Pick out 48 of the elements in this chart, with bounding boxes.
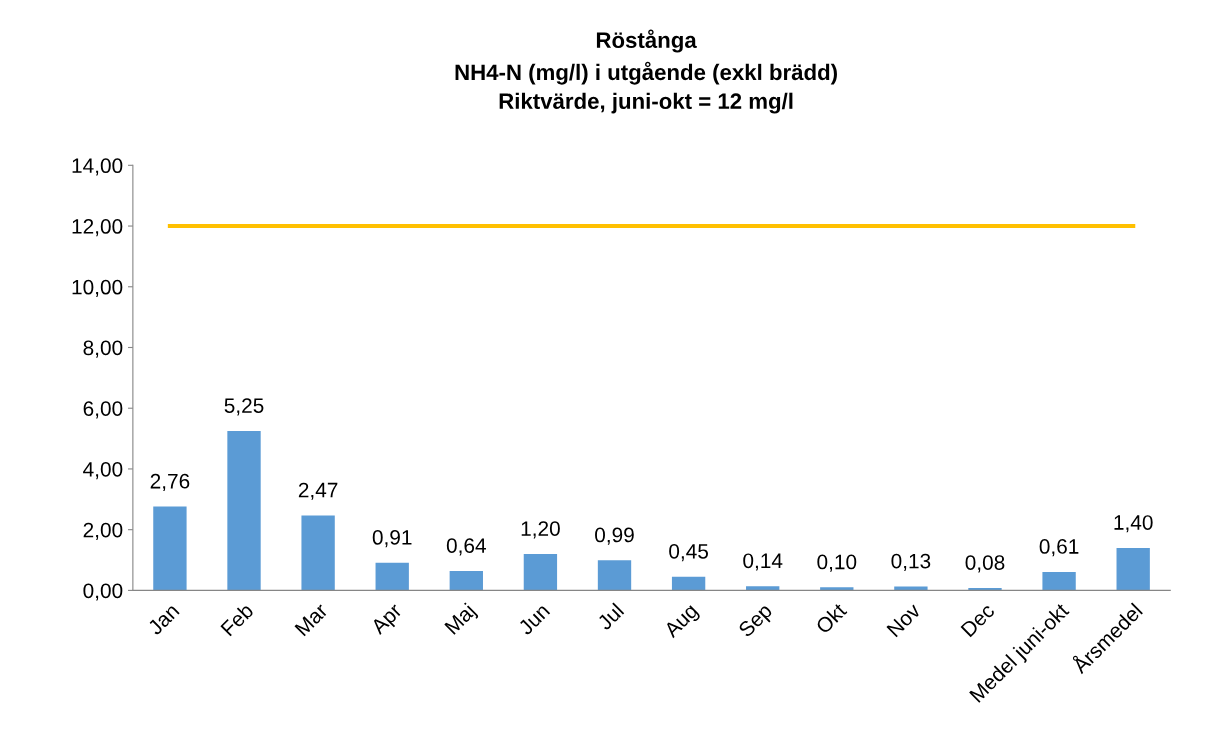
x-tick-label: Dec <box>960 602 996 638</box>
bar <box>746 586 780 591</box>
x-tick-label: Sep <box>737 602 776 641</box>
y-tick-label: 0,00 <box>83 583 123 601</box>
bar <box>227 430 261 591</box>
bar <box>671 576 706 591</box>
x-tick-label: Feb <box>219 602 255 637</box>
y-tick-label: 12,00 <box>72 219 123 237</box>
data-label: 0,13 <box>891 553 931 571</box>
data-label: 2,47 <box>298 482 338 500</box>
x-tick-label: Jul <box>595 602 625 631</box>
data-label: 0,10 <box>817 554 857 572</box>
x-tick-label: Mar <box>294 602 329 637</box>
bar <box>894 586 928 591</box>
x-tick-label: Jun <box>517 603 551 636</box>
x-tick-label: Okt <box>814 601 848 635</box>
y-tick-label: 2,00 <box>83 522 123 540</box>
x-tick-label: Apr <box>369 602 406 639</box>
data-label: 0,61 <box>1039 539 1079 557</box>
x-tick-label: Jan <box>146 603 180 636</box>
y-tick-label: 6,00 <box>83 401 123 419</box>
y-tick-label: 10,00 <box>72 279 123 297</box>
data-label: 0,08 <box>965 555 1005 573</box>
y-tick-label: 4,00 <box>83 461 123 480</box>
bar <box>1042 571 1076 591</box>
data-label: 0,91 <box>372 530 412 548</box>
data-label: 0,64 <box>446 538 486 556</box>
bar <box>1116 547 1150 591</box>
bar <box>153 506 187 591</box>
bar <box>523 553 558 591</box>
data-label: 0,14 <box>743 553 783 571</box>
bar <box>597 560 632 591</box>
data-label: 5,25 <box>224 398 264 416</box>
bar <box>301 515 335 591</box>
x-tick-label: Aug <box>662 603 702 642</box>
data-label: 1,20 <box>521 521 560 539</box>
data-label: 0,99 <box>595 527 634 545</box>
data-label: 0,45 <box>669 543 709 562</box>
bar <box>449 570 483 591</box>
bar <box>375 562 409 591</box>
data-label: 1,40 <box>1114 515 1153 533</box>
y-tick-label: 14,00 <box>72 158 123 176</box>
x-tick-label: Nov <box>886 602 922 638</box>
bar <box>820 587 854 591</box>
chart-title: Röstånga NH4-N (mg/l) i utgående (exkl brädd) Riktvärde, juni-okt = 12 mg/l <box>455 29 837 114</box>
data-label: 2,76 <box>150 473 190 492</box>
y-tick-label: 8,00 <box>83 340 123 358</box>
x-tick-label: Maj <box>443 602 480 638</box>
